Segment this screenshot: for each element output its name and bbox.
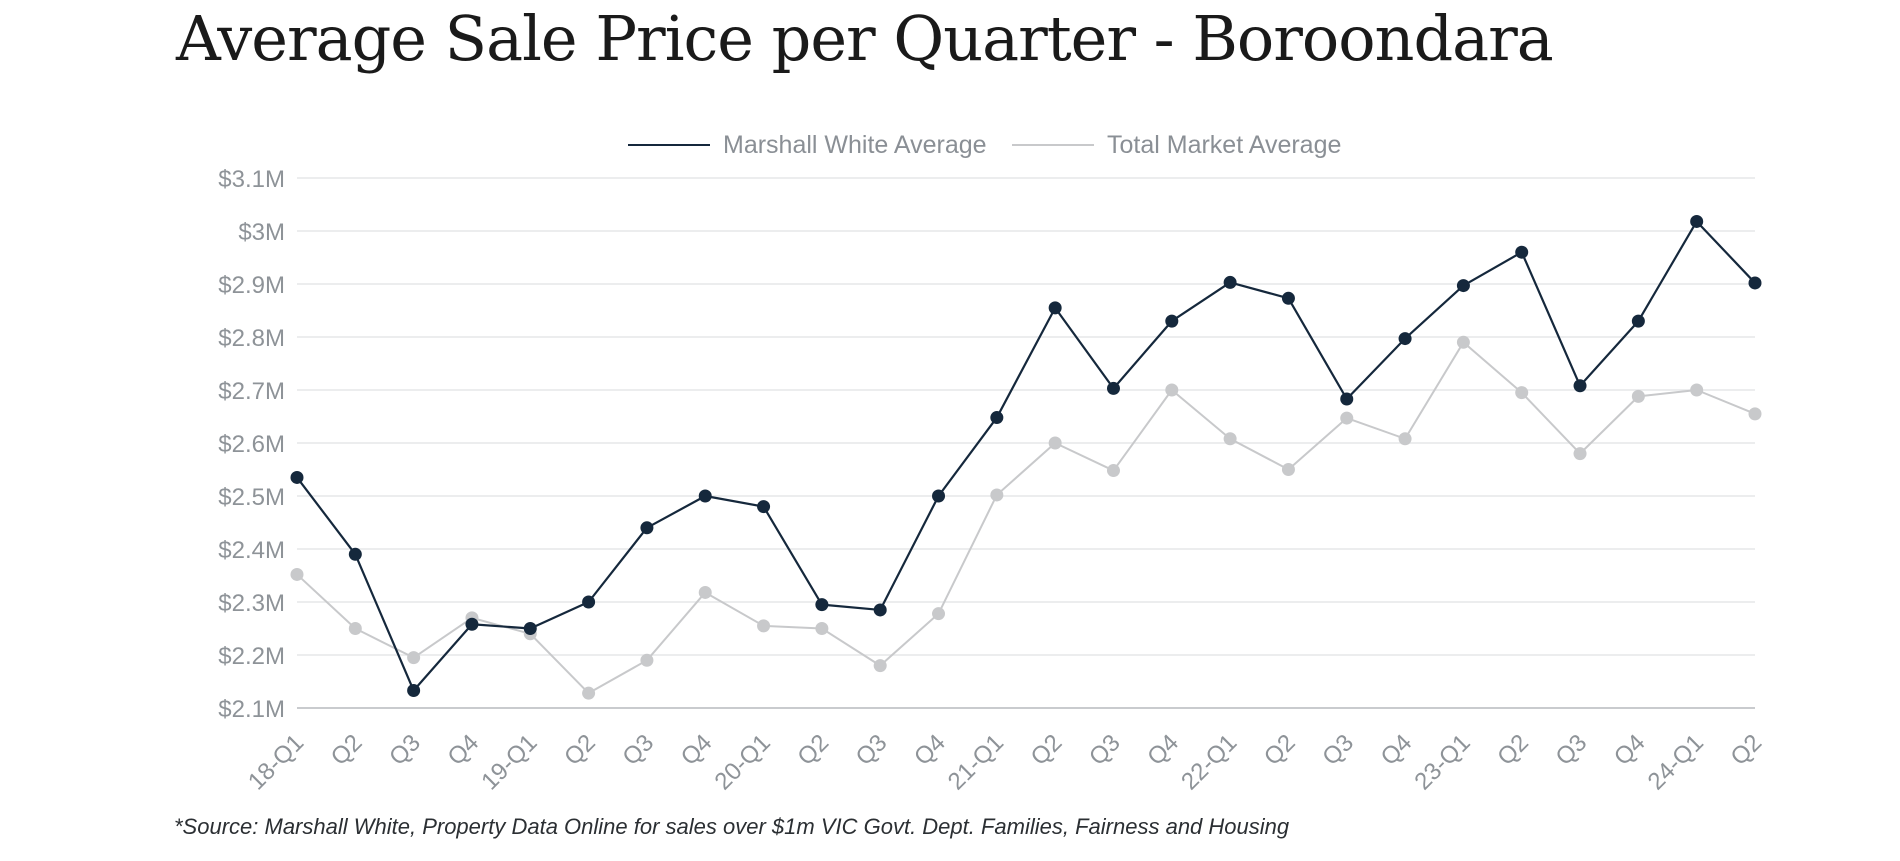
total-market-point [1456, 335, 1470, 349]
marshall-white-point [698, 489, 712, 503]
marshall-white-point [815, 598, 829, 612]
marshall-white-point [640, 521, 654, 535]
x-tick-label: 23-Q1 [1409, 729, 1475, 795]
y-tick-label: $2.3M [218, 590, 285, 617]
marshall-white-point [1748, 276, 1762, 290]
x-tick-label: Q2 [559, 729, 601, 771]
legend-total-market-label: Total Market Average [1107, 131, 1341, 159]
total-market-point [1048, 436, 1062, 450]
total-market-point [815, 622, 829, 635]
marshall-white-point [873, 603, 887, 617]
x-tick-label: 18-Q1 [243, 729, 309, 795]
source-note: *Source: Marshall White, Property Data O… [174, 814, 1290, 839]
x-tick-label: Q3 [384, 729, 426, 771]
total-market-point [582, 686, 596, 700]
marshall-white-point [932, 489, 946, 503]
legend-marshall-white-label: Marshall White Average [723, 131, 987, 159]
marshall-white-point [1048, 301, 1062, 315]
marshall-white-point [1631, 314, 1645, 328]
total-market-point [698, 585, 712, 599]
marshall-white-point [757, 500, 771, 514]
y-tick-label: $2.8M [218, 325, 285, 352]
x-tick-label: 21-Q1 [943, 729, 1009, 795]
x-tick-label: Q2 [1726, 729, 1768, 771]
marshall-white-point [407, 684, 421, 698]
total-market-point [1690, 383, 1704, 397]
marshall-white-point [582, 595, 596, 609]
marshall-white-point [465, 617, 479, 631]
x-tick-label: Q3 [1317, 729, 1359, 771]
marshall-white-point [1573, 379, 1587, 393]
x-tick-label: Q2 [1026, 729, 1068, 771]
marshall-white-point [1106, 381, 1120, 395]
y-tick-label: $2.4M [218, 537, 285, 564]
total-market-point [1398, 432, 1412, 446]
y-tick-label: $3.1M [218, 166, 285, 193]
x-tick-label: 24-Q1 [1643, 729, 1709, 795]
y-tick-label: $3M [238, 219, 285, 246]
marshall-white-point [1690, 214, 1704, 228]
total-market-point [1165, 383, 1179, 397]
total-market-point [1748, 407, 1762, 421]
marshall-white-point [1398, 332, 1412, 346]
marshall-white-point [1223, 275, 1237, 289]
y-tick-label: $2.1M [218, 696, 285, 723]
total-market-point [1573, 447, 1587, 461]
y-tick-label: $2.9M [218, 272, 285, 299]
total-market-point [1631, 389, 1645, 403]
x-tick-label: Q4 [909, 729, 951, 771]
x-tick-label: Q3 [851, 729, 893, 771]
marshall-white-point [1456, 279, 1470, 293]
marshall-white-point [290, 470, 304, 484]
x-tick-label: Q2 [792, 729, 834, 771]
y-tick-label: $2.7M [218, 378, 285, 405]
y-tick-label: $2.5M [218, 484, 285, 511]
x-tick-label: Q2 [1259, 729, 1301, 771]
x-tick-label: 22-Q1 [1176, 729, 1242, 795]
x-tick-label: Q4 [1142, 729, 1184, 771]
total-market-point [990, 488, 1004, 502]
y-tick-label: $2.2M [218, 643, 285, 670]
marshall-white-line [296, 220, 1756, 692]
total-market-point [1515, 386, 1529, 400]
total-market-point [1281, 463, 1295, 476]
chart-title: Average Sale Price per Quarter - Boroond… [176, 2, 1554, 75]
marshall-white-point [1340, 392, 1354, 406]
total-market-point [873, 659, 887, 673]
total-market-point [640, 653, 654, 667]
x-tick-label: Q3 [617, 729, 659, 771]
total-market-point [1106, 464, 1120, 478]
x-tick-label: Q4 [442, 729, 484, 771]
marshall-white-point [990, 411, 1004, 425]
x-tick-label: Q2 [1492, 729, 1534, 771]
x-tick-label: Q3 [1551, 729, 1593, 771]
total-market-point [290, 567, 304, 581]
total-market-point [348, 622, 362, 635]
marshall-white-point [1281, 291, 1295, 305]
total-market-point [407, 651, 421, 665]
x-tick-label: Q4 [1376, 729, 1418, 771]
marshall-white-point [523, 622, 537, 635]
x-tick-label: Q4 [676, 729, 718, 771]
total-market-point [1223, 432, 1237, 446]
total-market-point [757, 619, 771, 633]
total-market-line [296, 341, 1756, 695]
x-tick-label: 19-Q1 [476, 729, 542, 795]
x-tick-label: Q4 [1609, 729, 1651, 771]
marshall-white-point [1515, 245, 1529, 259]
marshall-white-point [348, 547, 362, 561]
total-market-point [932, 607, 946, 621]
y-tick-label: $2.6M [218, 431, 285, 458]
marshall-white-point [1165, 314, 1179, 328]
total-market-point [1340, 411, 1354, 425]
x-tick-label: Q2 [326, 729, 368, 771]
x-tick-label: Q3 [1084, 729, 1126, 771]
x-tick-label: 20-Q1 [710, 729, 776, 795]
legend: Marshall White Average Total Market Avera… [628, 131, 1341, 159]
